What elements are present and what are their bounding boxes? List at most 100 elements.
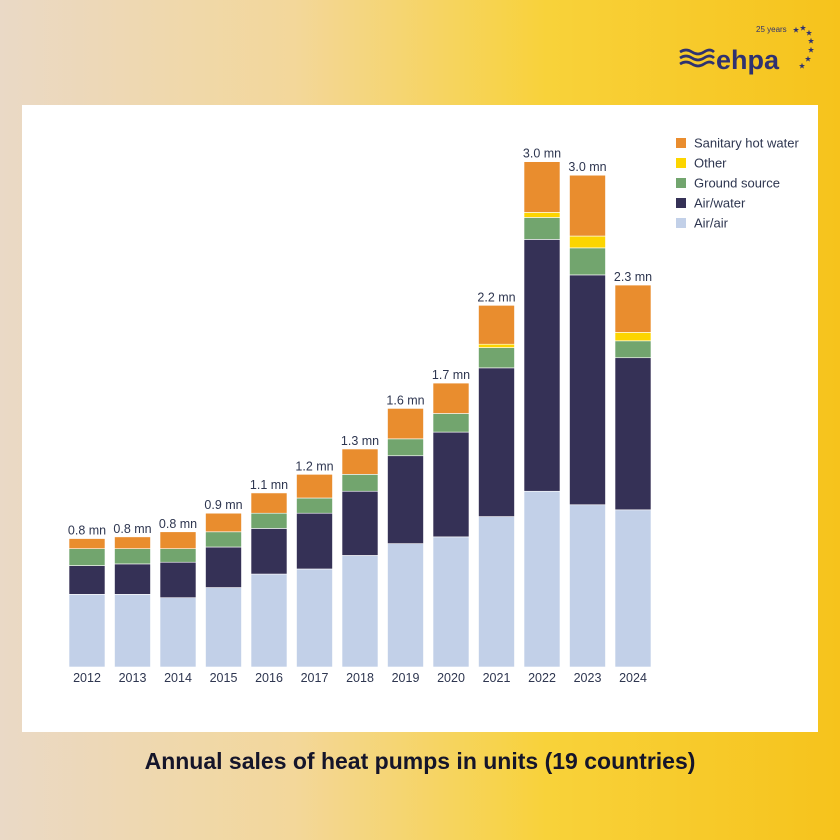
legend-label-ground-source: Ground source — [694, 176, 780, 191]
bar-segment-air-water-2022 — [523, 239, 561, 492]
bar-segment-sanitary-hot-water-2013 — [114, 536, 151, 549]
bar-segment-air-air-2021 — [478, 516, 515, 668]
bar-segment-air-air-2014 — [159, 597, 197, 668]
bar-segment-air-air-2019 — [387, 543, 424, 668]
bar-segment-ground-source-2024 — [614, 340, 652, 359]
bar-segment-sanitary-hot-water-2018 — [341, 448, 379, 475]
bar-segment-air-water-2015 — [205, 546, 242, 588]
star-icon — [798, 62, 806, 69]
bar-segment-ground-source-2022 — [523, 217, 561, 240]
bar-segment-ground-source-2013 — [114, 548, 151, 565]
data-label-2020: 1.7 mn — [432, 368, 470, 382]
bar-segment-other-2023 — [569, 235, 606, 249]
bar-segment-ground-source-2018 — [341, 474, 379, 492]
bar-segment-air-water-2012 — [68, 565, 106, 595]
legend-swatch-ground-source — [676, 178, 686, 188]
bar-segment-air-water-2023 — [569, 274, 606, 506]
bar-segment-air-water-2017 — [296, 512, 333, 570]
star-icon — [805, 29, 813, 36]
star-icon — [799, 24, 807, 31]
x-tick-label-2023: 2023 — [574, 671, 602, 685]
bar-segment-air-air-2015 — [205, 587, 242, 668]
bar-segment-sanitary-hot-water-2017 — [296, 474, 333, 499]
bar-segment-air-air-2013 — [114, 594, 151, 668]
legend-swatch-air-air — [676, 218, 686, 228]
bar-segment-air-water-2021 — [478, 367, 515, 517]
legend-swatch-other — [676, 158, 686, 168]
bar-segment-sanitary-hot-water-2016 — [250, 492, 288, 514]
x-tick-label-2012: 2012 — [73, 671, 101, 685]
data-label-2019: 1.6 mn — [386, 393, 424, 407]
chart-panel: 0.8 mn 2012 0.8 mn 2013 0.8 mn 2014 0.9 mn 2015… — [22, 105, 818, 732]
bar-segment-other-2024 — [614, 332, 652, 342]
x-tick-label-2021: 2021 — [483, 671, 511, 685]
legend-swatch-air-water — [676, 198, 686, 208]
bar-segment-air-water-2020 — [432, 431, 470, 538]
star-icon — [804, 55, 812, 62]
bar-segment-air-air-2022 — [523, 490, 561, 668]
legend-label-air-air: Air/air — [694, 216, 729, 231]
data-label-2018: 1.3 mn — [341, 434, 379, 448]
bar-segment-sanitary-hot-water-2023 — [569, 174, 606, 237]
data-label-2022: 3.0 mn — [523, 147, 561, 161]
bar-segment-ground-source-2014 — [159, 548, 197, 563]
waves-icon — [679, 48, 715, 68]
bar-segment-ground-source-2017 — [296, 497, 333, 514]
bar-segment-sanitary-hot-water-2020 — [432, 382, 470, 414]
bar-segment-air-air-2020 — [432, 536, 470, 668]
data-label-2024: 2.3 mn — [614, 270, 652, 284]
x-tick-label-2017: 2017 — [301, 671, 329, 685]
ehpa-logo: ehpa 25 years — [676, 22, 816, 78]
data-label-2023: 3.0 mn — [568, 160, 606, 174]
bar-segment-air-air-2018 — [341, 555, 379, 668]
bar-segment-ground-source-2019 — [387, 438, 424, 457]
chart-caption: Annual sales of heat pumps in units (19 … — [144, 748, 696, 774]
bar-segment-ground-source-2023 — [569, 247, 606, 276]
legend-label-sanitary-hot-water: Sanitary hot water — [694, 136, 799, 151]
bar-segment-other-2022 — [523, 212, 561, 218]
x-tick-label-2022: 2022 — [528, 671, 556, 685]
stacked-bar-chart: 0.8 mn 2012 0.8 mn 2013 0.8 mn 2014 0.9 mn 2015… — [68, 136, 800, 686]
x-tick-label-2018: 2018 — [346, 671, 374, 685]
x-tick-label-2024: 2024 — [619, 671, 647, 685]
bar-segment-sanitary-hot-water-2014 — [159, 531, 197, 549]
legend-swatch-sanitary-hot-water — [676, 138, 686, 148]
bar-segment-air-air-2023 — [569, 504, 606, 668]
logo-text: ehpa — [716, 45, 780, 75]
data-label-2021: 2.2 mn — [477, 290, 515, 304]
bar-segment-sanitary-hot-water-2015 — [205, 512, 242, 533]
data-label-2016: 1.1 mn — [250, 478, 288, 492]
bar-segment-air-air-2016 — [250, 573, 288, 668]
bar-segment-air-water-2018 — [341, 490, 379, 556]
bar-segment-air-water-2019 — [387, 455, 424, 544]
x-tick-label-2019: 2019 — [392, 671, 420, 685]
legend-label-air-water: Air/water — [694, 196, 746, 211]
logo-badge: 25 years — [756, 25, 787, 34]
data-label-2012: 0.8 mn — [68, 524, 106, 538]
bar-segment-sanitary-hot-water-2024 — [614, 284, 652, 333]
bar-segment-air-water-2016 — [250, 528, 288, 575]
bar-segment-ground-source-2016 — [250, 512, 288, 529]
bar-segment-air-water-2014 — [159, 561, 197, 599]
x-tick-label-2015: 2015 — [210, 671, 238, 685]
bar-segment-ground-source-2012 — [68, 548, 106, 566]
bar-segment-ground-source-2020 — [432, 413, 470, 433]
x-tick-label-2013: 2013 — [119, 671, 147, 685]
bar-segment-sanitary-hot-water-2022 — [523, 161, 561, 213]
data-label-2017: 1.2 mn — [295, 459, 333, 473]
bar-segment-air-water-2013 — [114, 563, 151, 595]
bar-segment-air-water-2024 — [614, 357, 652, 511]
x-tick-label-2020: 2020 — [437, 671, 465, 685]
star-icon — [792, 26, 800, 33]
star-icon — [807, 46, 815, 53]
bar-segment-sanitary-hot-water-2012 — [68, 538, 106, 549]
x-tick-label-2016: 2016 — [255, 671, 283, 685]
bar-segment-ground-source-2021 — [478, 347, 515, 369]
bar-segment-air-air-2012 — [68, 594, 106, 668]
bar-segment-ground-source-2015 — [205, 531, 242, 548]
data-label-2015: 0.9 mn — [204, 498, 242, 512]
data-label-2014: 0.8 mn — [159, 517, 197, 531]
star-icon — [807, 37, 815, 44]
bar-segment-other-2021 — [478, 343, 515, 348]
bar-segment-air-air-2024 — [614, 509, 652, 668]
